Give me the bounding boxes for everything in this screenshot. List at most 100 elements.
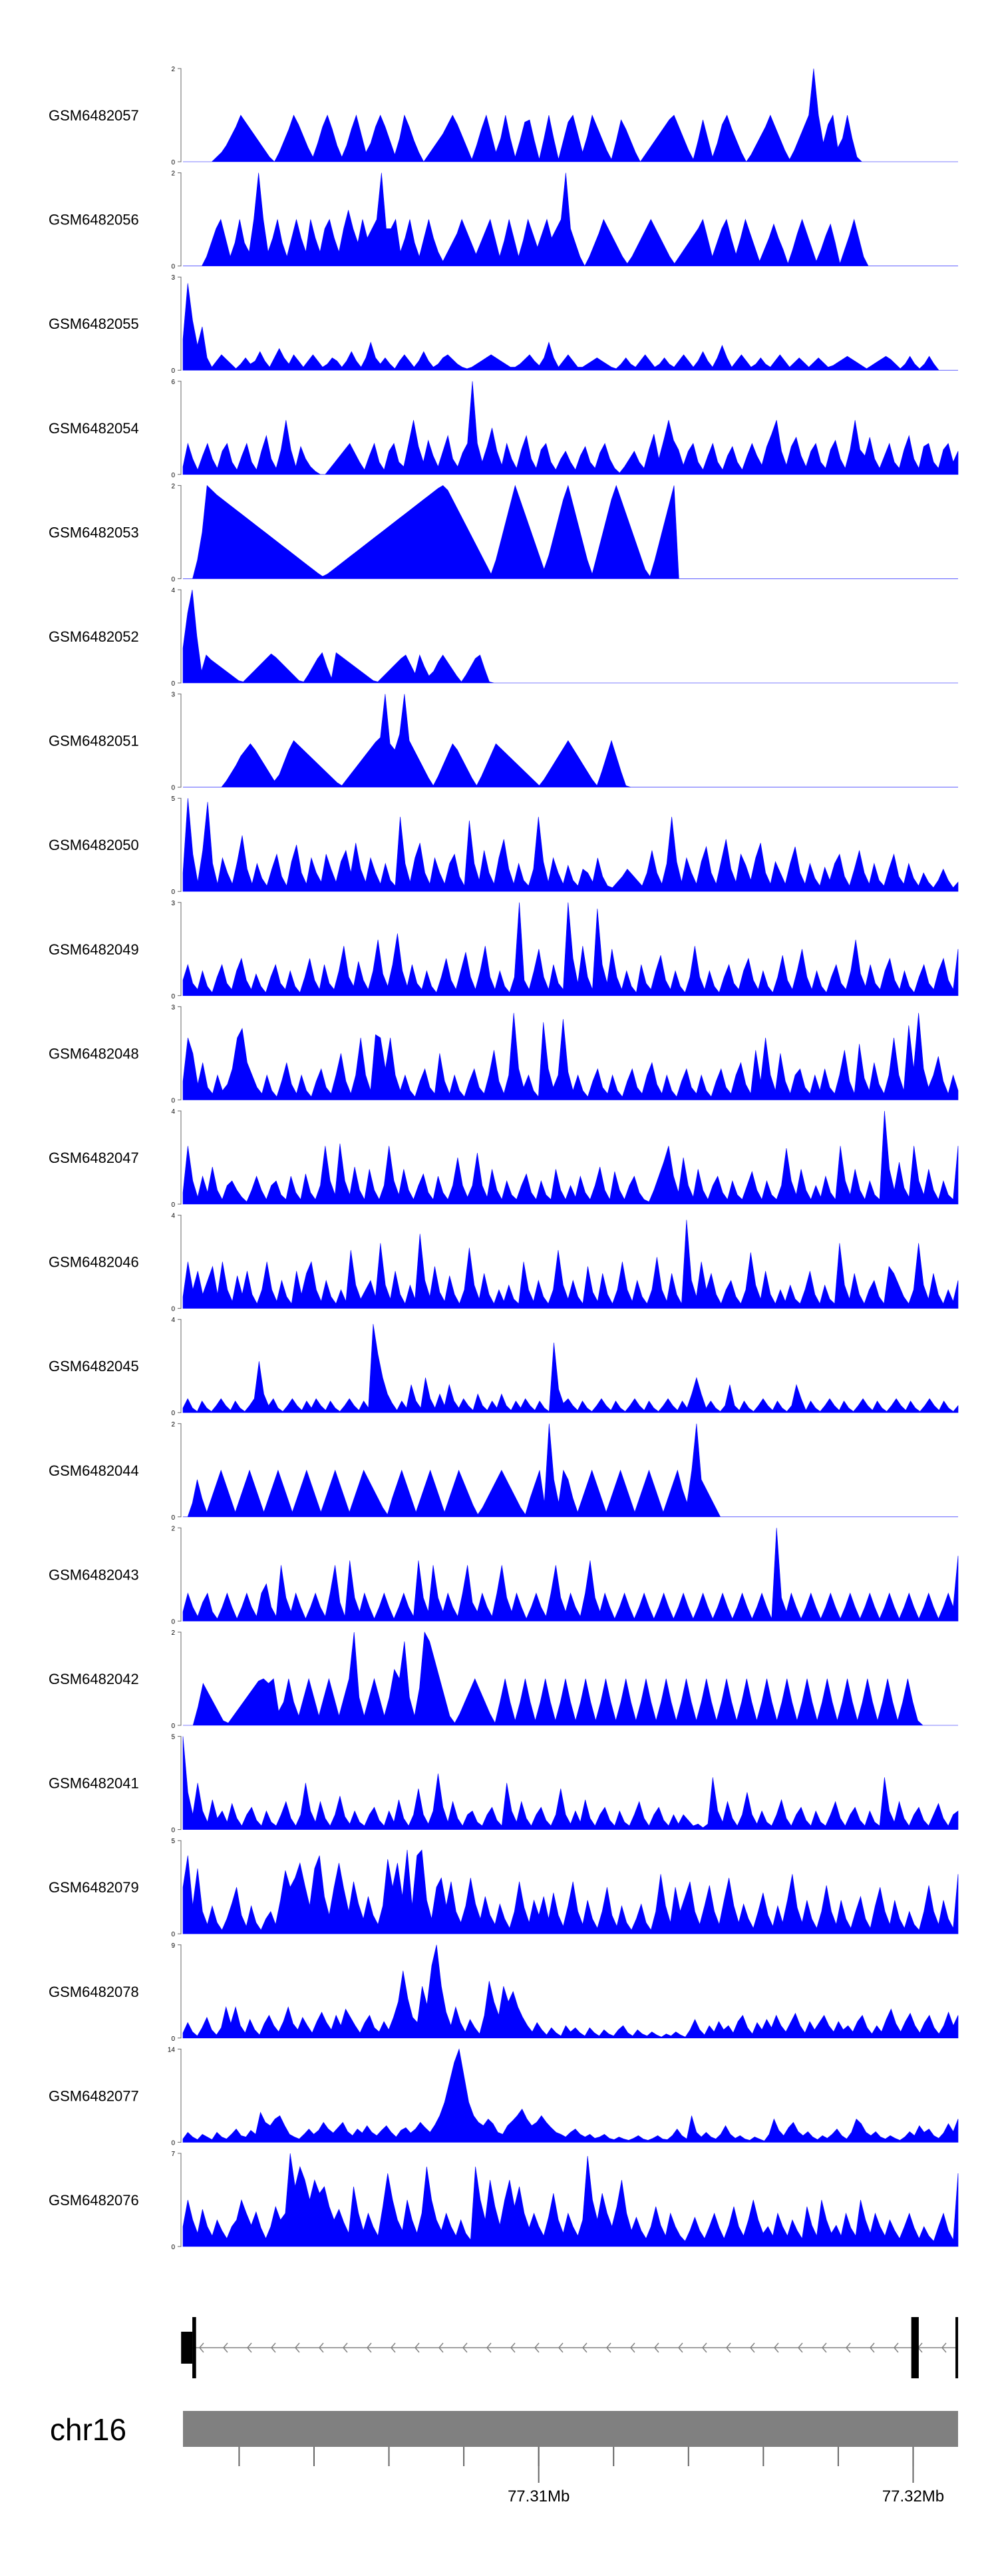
gene-model-track — [181, 2317, 959, 2378]
y-max-label: 3 — [171, 1004, 175, 1011]
y-max-label: 5 — [171, 1734, 175, 1741]
gene-strand-arrows — [199, 2342, 947, 2353]
track-GSM6482054: GSM6482054 6 0 — [49, 379, 959, 479]
y-max-label: 3 — [171, 274, 175, 282]
coverage-area — [183, 1631, 958, 1726]
track-label: GSM6482047 — [49, 1150, 139, 1166]
y-axis — [178, 1215, 182, 1309]
track-label: GSM6482076 — [49, 2192, 139, 2209]
track-label: GSM6482042 — [49, 1671, 139, 1687]
y-axis — [178, 68, 182, 162]
y-axis — [178, 902, 182, 996]
coverage-tracks: GSM648205720GSM648205620GSM648205530GSM6… — [49, 66, 959, 2251]
y-min-label: 0 — [171, 785, 175, 792]
track-label: GSM6482050 — [49, 837, 139, 853]
y-axis — [178, 1840, 182, 1934]
y-axis — [178, 1006, 182, 1100]
y-min-label: 0 — [171, 159, 175, 166]
track-GSM6482044: GSM6482044 2 0 — [49, 1421, 958, 1522]
y-max-label: 2 — [171, 1525, 175, 1532]
coverage-area — [183, 694, 958, 787]
track-label: GSM6482053 — [49, 524, 139, 540]
y-max-label: 4 — [171, 1108, 175, 1116]
y-axis — [178, 2153, 182, 2247]
y-min-label: 0 — [171, 2036, 175, 2043]
y-max-label: 2 — [171, 483, 175, 490]
strand-arrow — [894, 2342, 899, 2353]
strand-arrow — [199, 2342, 204, 2353]
coverage-area — [183, 68, 958, 162]
track-GSM6482049: GSM6482049 3 0 — [49, 900, 959, 1000]
y-axis — [178, 797, 182, 892]
y-axis — [178, 172, 182, 267]
track-GSM6482055: GSM6482055 3 0 — [49, 274, 958, 375]
track-label: GSM6482054 — [49, 420, 139, 437]
y-max-label: 14 — [168, 2046, 176, 2053]
strand-arrow — [534, 2342, 540, 2353]
strand-arrow — [870, 2342, 875, 2353]
track-label: GSM6482044 — [49, 1462, 139, 1479]
track-GSM6482048: GSM6482048 3 0 — [49, 1004, 959, 1104]
y-min-label: 0 — [171, 1723, 175, 1730]
track-label: GSM6482056 — [49, 212, 139, 228]
gene-exons — [181, 2317, 959, 2378]
coverage-area — [183, 485, 958, 579]
y-min-label: 0 — [171, 1618, 175, 1625]
track-label: GSM6482043 — [49, 1566, 139, 1583]
strand-arrow — [438, 2342, 444, 2353]
y-max-label: 9 — [171, 1942, 175, 1950]
ideogram-bar — [183, 2411, 958, 2447]
track-GSM6482051: GSM6482051 3 0 — [49, 692, 958, 792]
y-axis — [178, 1527, 182, 1621]
coverage-area — [182, 1849, 959, 1934]
strand-arrow — [343, 2342, 348, 2353]
track-label: GSM6482055 — [49, 316, 139, 332]
track-GSM6482043: GSM6482043 2 0 — [49, 1525, 959, 1625]
track-label: GSM6482077 — [49, 2087, 139, 2104]
coverage-area — [183, 1423, 958, 1518]
coverage-area — [182, 1324, 959, 1413]
y-axis — [178, 276, 182, 371]
strand-arrow — [630, 2342, 635, 2353]
strand-arrow — [606, 2342, 611, 2353]
y-min-label: 0 — [171, 472, 175, 479]
strand-arrow — [391, 2342, 396, 2353]
chromosome-label: chr16 — [50, 2412, 126, 2447]
strand-arrow — [558, 2342, 564, 2353]
track-GSM6482041: GSM6482041 5 0 — [49, 1734, 959, 1834]
track-label: GSM6482041 — [49, 1775, 139, 1792]
strand-arrow — [846, 2342, 851, 2353]
y-min-label: 0 — [171, 1410, 175, 1417]
coverage-area — [182, 2153, 959, 2247]
y-axis — [178, 485, 182, 579]
track-label: GSM6482057 — [49, 107, 139, 124]
strand-arrow — [822, 2342, 827, 2353]
y-axis — [178, 1110, 182, 1205]
track-GSM6482046: GSM6482046 4 0 — [49, 1213, 959, 1313]
strand-arrow — [486, 2342, 492, 2353]
strand-arrow — [462, 2342, 468, 2353]
y-max-label: 3 — [171, 900, 175, 907]
track-label: GSM6482052 — [49, 628, 139, 645]
y-min-label: 0 — [171, 1514, 175, 1522]
y-min-label: 0 — [171, 2139, 175, 2147]
coverage-area — [182, 798, 959, 892]
track-label: GSM6482049 — [49, 941, 139, 958]
y-max-label: 4 — [171, 1213, 175, 1220]
track-GSM6482079: GSM6482079 5 0 — [49, 1838, 959, 1938]
track-label: GSM6482078 — [49, 1984, 139, 2000]
y-max-label: 2 — [171, 170, 175, 178]
y-max-label: 4 — [171, 1317, 175, 1324]
y-min-label: 0 — [171, 2244, 175, 2251]
y-min-label: 0 — [171, 576, 175, 583]
y-max-label: 5 — [171, 1838, 175, 1845]
y-max-label: 2 — [171, 1421, 175, 1428]
strand-arrow — [654, 2342, 659, 2353]
y-min-label: 0 — [171, 264, 175, 271]
y-axis — [178, 694, 182, 788]
coverage-area — [182, 1736, 959, 1830]
ideogram-axis: chr16 77.31Mb 77.32Mb — [50, 2411, 958, 2505]
track-label: GSM6482051 — [49, 733, 139, 750]
y-max-label: 2 — [171, 1629, 175, 1637]
